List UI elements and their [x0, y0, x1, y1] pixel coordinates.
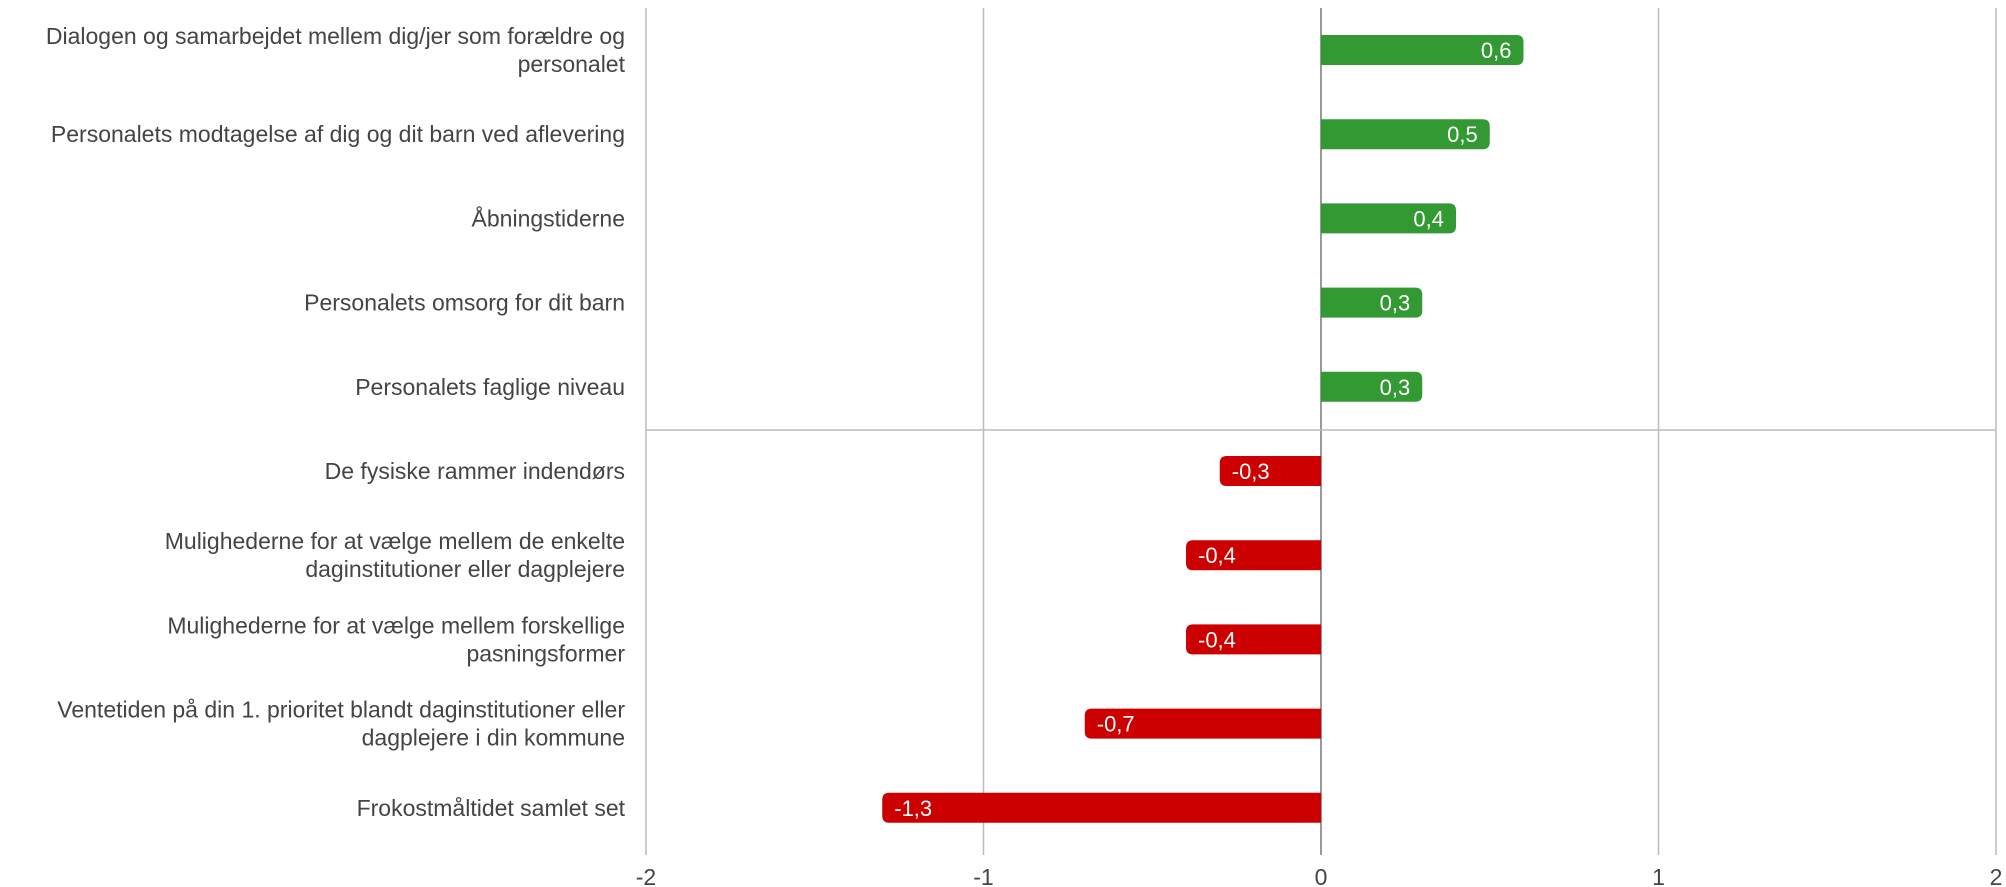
bar: [1321, 203, 1456, 234]
category-label-layer: Dialogen og samarbejdet mellem dig/jer s…: [46, 23, 626, 821]
category-label: Dialogen og samarbejdet mellem dig/jer s…: [46, 23, 626, 77]
category-label-line: Frokostmåltidet samlet set: [357, 795, 626, 821]
category-label-line: daginstitutioner eller dagplejere: [305, 556, 625, 582]
category-label-line: Personalets omsorg for dit barn: [304, 290, 625, 316]
category-label: De fysiske rammer indendørs: [325, 458, 625, 484]
x-tick-label: -2: [636, 864, 656, 887]
category-label: Ventetiden på din 1. prioritet blandt da…: [57, 697, 625, 751]
x-tick-label: 1: [1652, 864, 1665, 887]
bar-value-label: -0,7: [1097, 712, 1135, 737]
category-label: Frokostmåltidet samlet set: [357, 795, 626, 821]
category-label-line: Åbningstiderne: [472, 204, 625, 231]
category-label-line: Personalets faglige niveau: [355, 374, 625, 400]
tick-label-layer: -2 -1 0 1 2: [636, 864, 2003, 887]
category-label: Åbningstiderne: [472, 204, 625, 231]
category-label-line: pasningsformer: [466, 640, 625, 666]
bar: [882, 792, 1321, 823]
category-label: Personalets faglige niveau: [355, 374, 625, 400]
bar: [1321, 119, 1490, 150]
bar-value-label: -1,3: [894, 796, 932, 821]
bar-value-label: 0,3: [1380, 291, 1411, 316]
bar: [1084, 708, 1321, 739]
bar: [1321, 35, 1524, 65]
category-label: Mulighederne for at vælge mellem de enke…: [165, 528, 625, 582]
bar-value-label: 0,5: [1447, 122, 1478, 147]
category-label-line: dagplejere i din kommune: [362, 725, 625, 751]
bar: [1186, 540, 1321, 571]
category-label-line: Ventetiden på din 1. prioritet blandt da…: [57, 697, 625, 723]
category-label-line: Mulighederne for at vælge mellem de enke…: [165, 528, 625, 554]
bar: [1219, 456, 1321, 486]
bar: [1321, 287, 1423, 318]
bar: [1186, 624, 1321, 655]
category-label: Personalets modtagelse af dig og dit bar…: [51, 121, 625, 147]
x-tick-label: -1: [973, 864, 993, 887]
x-tick-label: 2: [1990, 864, 2003, 887]
bar-value-label: -0,4: [1198, 627, 1236, 652]
bar-value-label: 0,6: [1481, 38, 1512, 63]
bar-value-label: 0,4: [1413, 206, 1444, 231]
category-label-line: Dialogen og samarbejdet mellem dig/jer s…: [46, 23, 625, 49]
bar-value-label: -0,4: [1198, 543, 1236, 568]
category-label-line: De fysiske rammer indendørs: [325, 458, 625, 484]
category-label: Personalets omsorg for dit barn: [304, 290, 625, 316]
bar-value-label: -0,3: [1232, 459, 1270, 484]
category-label-line: Personalets modtagelse af dig og dit bar…: [51, 121, 625, 147]
bar: [1321, 371, 1423, 402]
bar-layer: 0,6 0,5 0,4 0,3 0,3 -0,3 -0,4 -0,4 -0,7 -1,3: [882, 35, 1524, 823]
x-tick-label: 0: [1315, 864, 1328, 887]
category-label-line: Mulighederne for at vælge mellem forskel…: [167, 612, 625, 638]
category-label: Mulighederne for at vælge mellem forskel…: [167, 612, 625, 666]
bar-value-label: 0,3: [1380, 375, 1411, 400]
category-label-line: personalet: [518, 51, 626, 77]
